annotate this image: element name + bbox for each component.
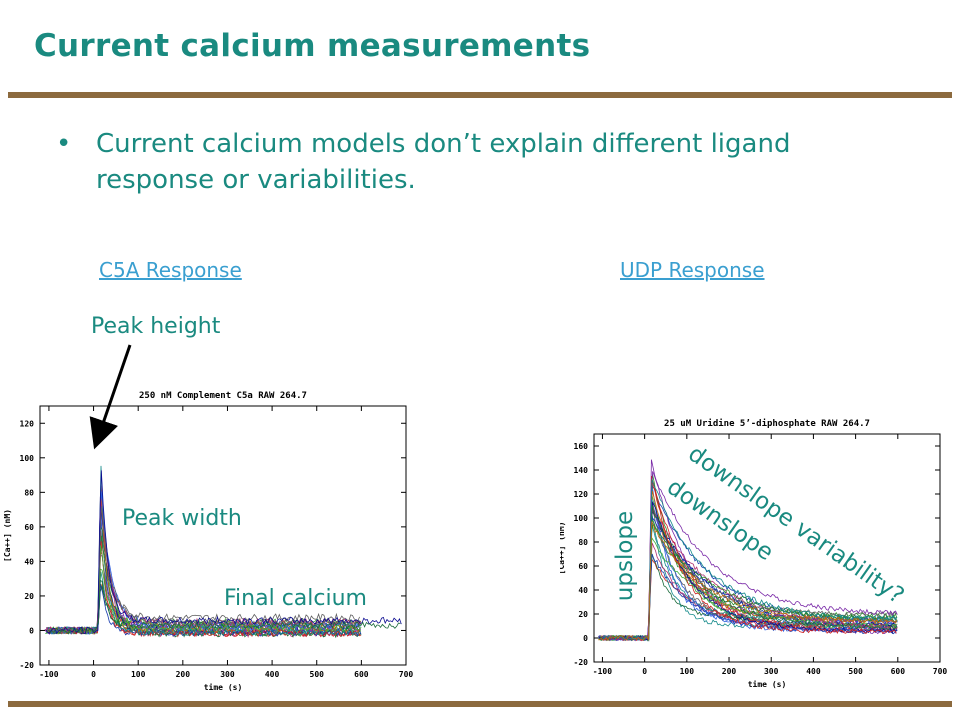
x-tick-label: 0 xyxy=(642,667,647,676)
peak-width-label: Peak width xyxy=(122,506,242,531)
x-tick-label: 600 xyxy=(891,667,906,676)
peak-height-label: Peak height xyxy=(91,314,221,339)
y-tick-label: 140 xyxy=(574,466,589,475)
x-tick-label: 100 xyxy=(131,670,146,679)
y-tick-label: 80 xyxy=(578,538,588,547)
y-tick-label: 20 xyxy=(24,592,34,601)
slide-title: Current calcium measurements xyxy=(34,28,591,64)
udp-chart: 25 uM Uridine 5’-diphosphate RAW 264.7 -1… xyxy=(560,418,948,689)
y-tick-label: 120 xyxy=(574,490,589,499)
series-trace xyxy=(601,479,897,641)
x-tick-label: 400 xyxy=(806,667,821,676)
x-tick-label: 400 xyxy=(265,670,280,679)
x-tick-label: 300 xyxy=(764,667,779,676)
y-tick-label: 120 xyxy=(20,419,35,428)
y-tick-label: 0 xyxy=(583,634,588,643)
y-tick-label: 100 xyxy=(20,454,35,463)
y-tick-label: -20 xyxy=(574,658,589,667)
y-tick-label: 100 xyxy=(574,514,589,523)
y-axis-label: [Ca++] (nM) xyxy=(3,509,12,562)
y-tick-label: -20 xyxy=(20,661,35,670)
y-tick-label: 60 xyxy=(578,562,588,571)
y-tick-label: 20 xyxy=(578,610,588,619)
x-tick-label: 200 xyxy=(176,670,191,679)
x-axis-label: time (s) xyxy=(204,682,243,692)
series-trace xyxy=(45,470,402,635)
x-tick-label: 700 xyxy=(399,670,414,679)
y-tick-label: 80 xyxy=(24,488,34,497)
x-axis-label: time (s) xyxy=(748,679,787,689)
y-tick-label: 40 xyxy=(24,557,34,566)
y-tick-label: 40 xyxy=(578,586,588,595)
chart-title: 250 nM Complement C5a RAW 264.7 xyxy=(139,391,307,401)
x-tick-label: 0 xyxy=(91,670,96,679)
y-tick-label: 0 xyxy=(29,626,34,635)
bullet-text: Current calcium models don’t explain dif… xyxy=(96,129,791,195)
bullet-icon: • xyxy=(56,129,72,159)
upslope-label: upslope xyxy=(612,510,638,602)
udp-response-link[interactable]: UDP Response xyxy=(620,258,765,282)
y-axis-label: [Ca++] (nM) xyxy=(560,522,566,575)
x-tick-label: 300 xyxy=(220,670,235,679)
x-tick-label: 500 xyxy=(848,667,863,676)
y-tick-label: 160 xyxy=(574,442,589,451)
chart-title: 25 uM Uridine 5’-diphosphate RAW 264.7 xyxy=(664,418,870,429)
c5a-response-link[interactable]: C5A Response xyxy=(99,258,242,282)
x-tick-label: 600 xyxy=(354,670,369,679)
x-tick-label: -100 xyxy=(593,667,612,676)
x-tick-label: 100 xyxy=(680,667,695,676)
final-calcium-label: Final calcium xyxy=(224,586,367,611)
x-tick-label: 700 xyxy=(933,667,948,676)
peak-arrow xyxy=(89,344,132,450)
x-tick-label: 200 xyxy=(722,667,737,676)
bottom-divider xyxy=(8,701,952,707)
x-tick-label: -100 xyxy=(39,670,58,679)
series-trace xyxy=(48,579,401,635)
top-divider xyxy=(8,92,952,98)
x-tick-label: 500 xyxy=(310,670,325,679)
series-trace xyxy=(599,521,897,641)
y-tick-label: 60 xyxy=(24,523,34,532)
